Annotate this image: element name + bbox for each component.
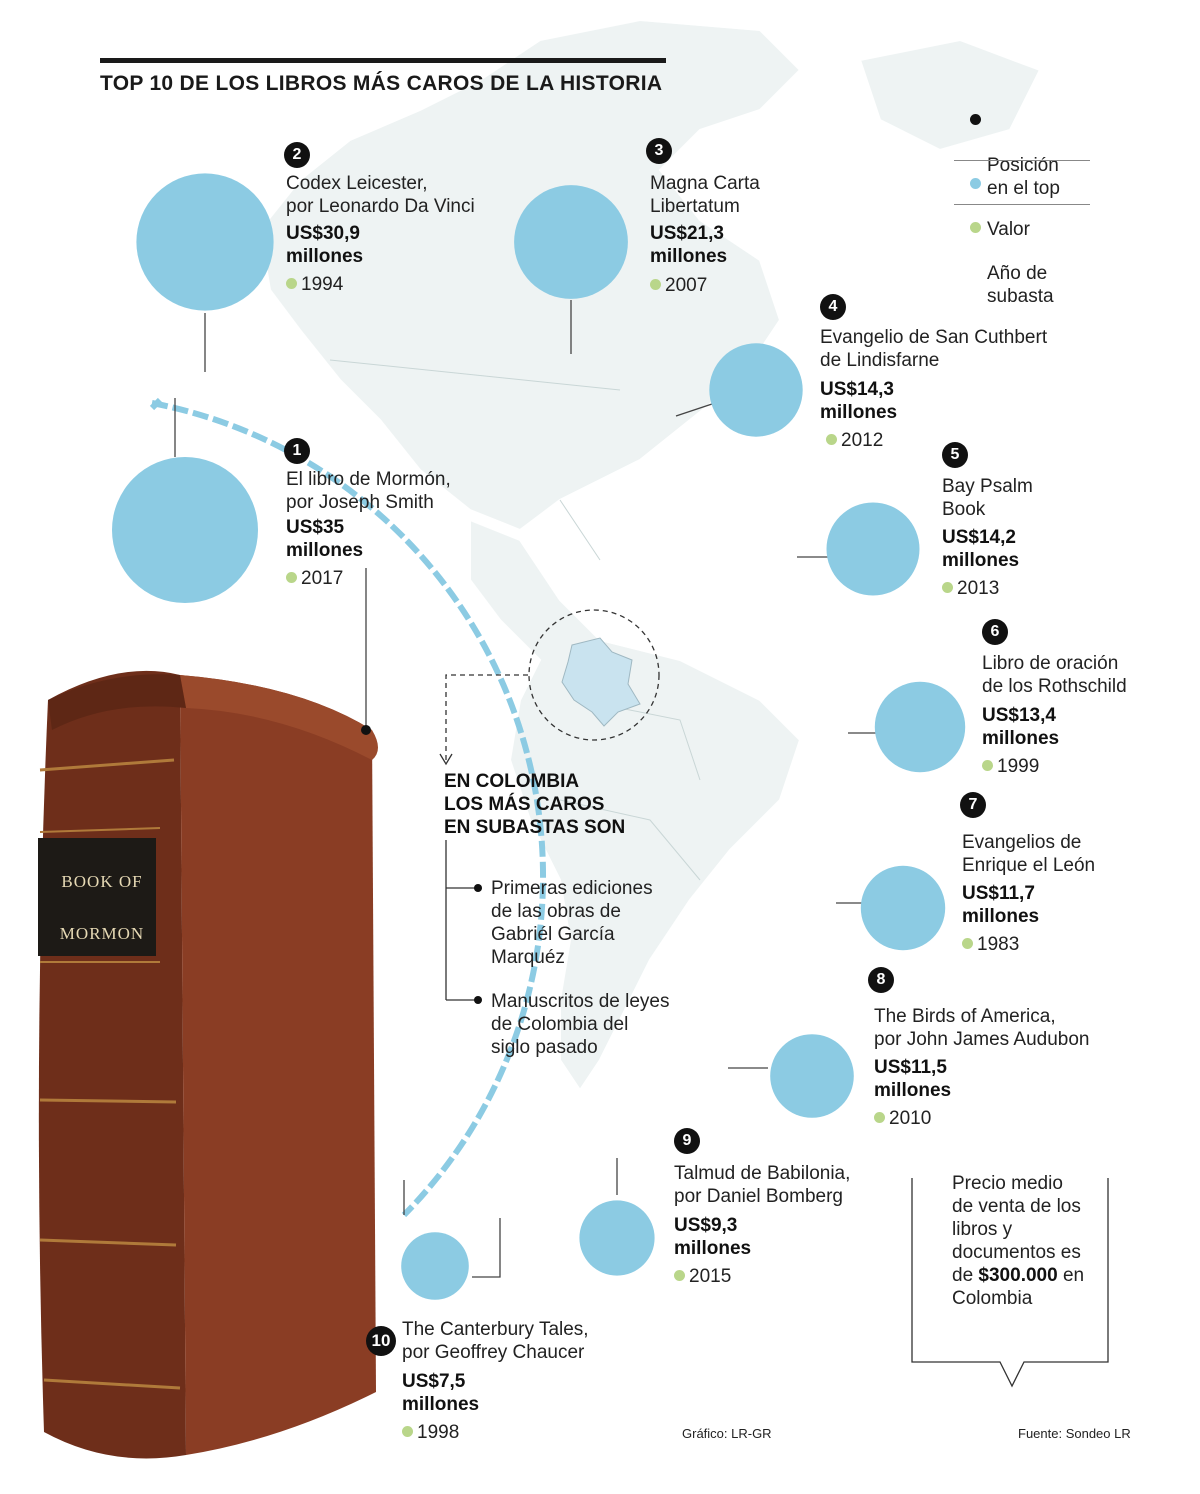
book-value: US$30,9 millones xyxy=(286,223,364,267)
book-name: Bay Psalm Book xyxy=(942,476,1033,520)
year-dot-icon xyxy=(402,1426,413,1437)
colombia-highlight xyxy=(439,609,660,1004)
legend-label: Año de subasta xyxy=(987,263,1054,307)
book-value: US$7,5 millones xyxy=(402,1371,480,1415)
book-name: Codex Leicester, por Leonardo Da Vinci xyxy=(286,173,475,217)
book-year: 2015 xyxy=(674,1266,731,1288)
book-value: US$35 millones xyxy=(286,517,364,561)
value-bubble-10 xyxy=(401,1232,469,1300)
legend-dot-icon xyxy=(970,114,981,125)
legend-label: Valor xyxy=(987,219,1030,240)
value-bubble-9 xyxy=(579,1200,655,1276)
book-value: US$13,4 millones xyxy=(982,705,1060,749)
book-name: El libro de Mormón, por Joseph Smith xyxy=(286,469,451,513)
book-year: 2007 xyxy=(650,275,707,297)
book-value: US$11,7 millones xyxy=(962,883,1040,927)
value-bubble-2 xyxy=(136,173,274,311)
source-credit: Fuente: Sondeo LR xyxy=(1018,1426,1131,1441)
value-bubble-6 xyxy=(874,681,966,773)
book-name: Evangelio de San Cuthbert de Lindisfarne xyxy=(820,327,1048,371)
legend-item-year: Año de subasta xyxy=(970,216,1054,308)
value-bubble-5 xyxy=(826,502,920,596)
legend-divider xyxy=(954,160,1090,161)
rank-badge: 10 xyxy=(366,1326,396,1356)
year-dot-icon xyxy=(874,1112,885,1123)
rank-badge: 5 xyxy=(942,442,968,468)
book-value: US$21,3 millones xyxy=(650,223,728,267)
rank-badge: 4 xyxy=(820,294,846,320)
book-year: 1983 xyxy=(962,934,1019,956)
value-bubbles xyxy=(112,173,966,1300)
colombia-item: Primeras ediciones de las obras de Gabri… xyxy=(491,878,653,968)
year-dot-icon xyxy=(650,279,661,290)
value-bubble-3 xyxy=(514,185,628,299)
note-text: Precio medio de venta de los libros y do… xyxy=(952,1173,1085,1309)
year-dot-icon xyxy=(286,572,297,583)
legend-item-value: Valor xyxy=(970,172,1030,241)
legend-divider xyxy=(954,204,1090,205)
book-value: US$9,3 millones xyxy=(674,1215,752,1259)
legend-dot-icon xyxy=(970,178,981,189)
year-dot-icon xyxy=(674,1270,685,1281)
value-bubble-1 xyxy=(112,457,258,603)
note-bubble xyxy=(911,1178,1109,1388)
book-year: 2017 xyxy=(286,568,343,590)
rank-badge: 3 xyxy=(646,138,672,164)
book-name: Talmud de Babilonia, por Daniel Bomberg xyxy=(674,1163,851,1207)
book-name: Libro de oración de los Rothschild xyxy=(982,653,1127,697)
book-spine-title: BOOK OF MORMON xyxy=(59,872,145,943)
title-rule xyxy=(100,58,666,63)
rank-badge: 7 xyxy=(960,792,986,818)
book-year: 2010 xyxy=(874,1108,931,1130)
year-dot-icon xyxy=(942,582,953,593)
rank-badge: 6 xyxy=(982,619,1008,645)
note-amount: $300.000 xyxy=(978,1265,1058,1286)
book-year: 2013 xyxy=(942,578,999,600)
book-year: 1999 xyxy=(982,756,1039,778)
book-name: Magna Carta Libertatum xyxy=(650,173,760,217)
rank-badge: 8 xyxy=(868,967,894,993)
book-year: 1994 xyxy=(286,274,343,296)
year-dot-icon xyxy=(826,434,837,445)
book-name: The Birds of America, por John James Aud… xyxy=(874,1006,1090,1050)
year-dot-icon xyxy=(286,278,297,289)
colombia-title: EN COLOMBIA LOS MÁS CAROS EN SUBASTAS SO… xyxy=(444,771,626,838)
graphic-credit: Gráfico: LR-GR xyxy=(682,1426,772,1441)
rank-badge: 1 xyxy=(284,438,310,464)
book-value: US$14,3 millones xyxy=(820,379,898,423)
year-dot-icon xyxy=(962,938,973,949)
page-title: TOP 10 DE LOS LIBROS MÁS CAROS DE LA HIS… xyxy=(100,72,663,95)
colombia-item: Manuscritos de leyes de Colombia del sig… xyxy=(491,991,670,1058)
book-name: Evangelios de Enrique el León xyxy=(962,832,1096,876)
value-bubble-4 xyxy=(709,343,803,437)
book-year: 2012 xyxy=(826,430,883,452)
book-value: US$11,5 millones xyxy=(874,1057,952,1101)
year-dot-icon xyxy=(982,760,993,771)
value-bubble-8 xyxy=(770,1034,854,1118)
book-photo xyxy=(38,670,378,1459)
book-value: US$14,2 millones xyxy=(942,527,1020,571)
connectors xyxy=(174,300,876,1278)
connector-line xyxy=(675,403,713,417)
value-bubble-7 xyxy=(860,865,946,951)
rank-badge: 2 xyxy=(284,142,310,168)
book-name: The Canterbury Tales, por Geoffrey Chauc… xyxy=(402,1319,589,1363)
rank-badge: 9 xyxy=(674,1128,700,1154)
book-year: 1998 xyxy=(402,1422,459,1444)
legend-dot-icon xyxy=(970,222,981,233)
connector-line xyxy=(472,1218,501,1278)
